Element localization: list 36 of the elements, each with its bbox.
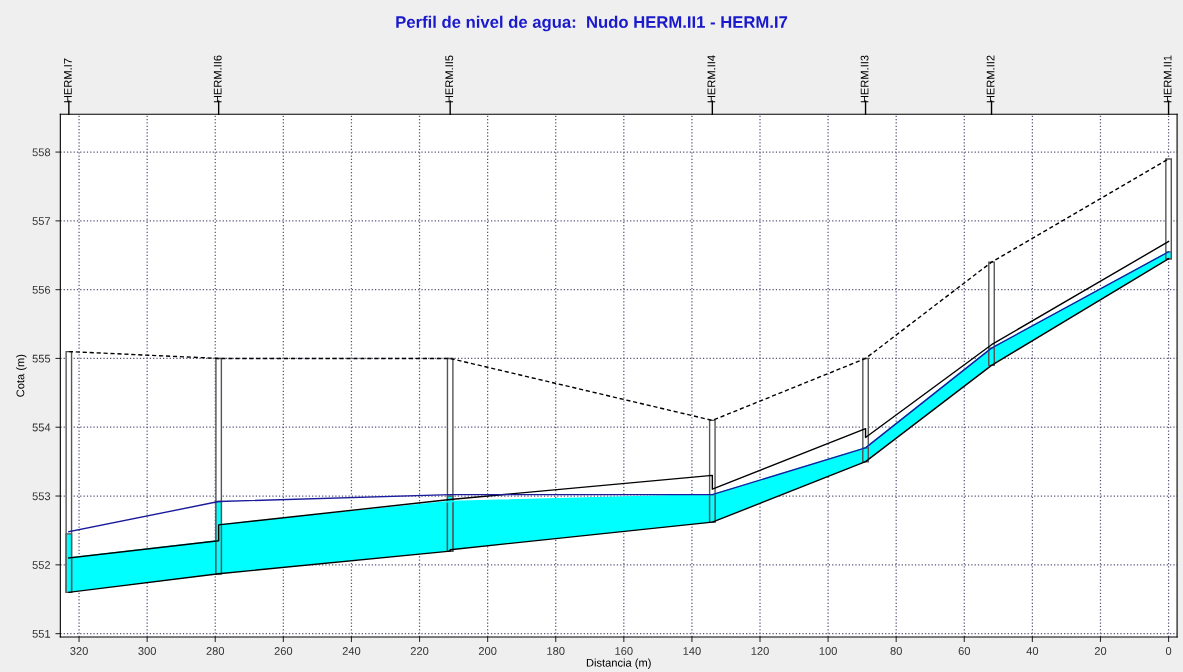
x-tick-label: 140 xyxy=(683,647,701,655)
annotation: HERM.II4 xyxy=(707,55,716,103)
annotation: HERM.II2 xyxy=(986,55,995,103)
x-tick-label: 40 xyxy=(1026,647,1039,655)
y-tick-label: 555 xyxy=(32,354,51,363)
y-tick-label: 554 xyxy=(32,423,51,432)
y-tick-label: 552 xyxy=(32,561,51,569)
y-tick-label: 558 xyxy=(32,148,51,157)
annotation: HERM.II6 xyxy=(213,55,222,103)
x-tick-label: 120 xyxy=(751,647,769,655)
x-tick-label: 300 xyxy=(138,647,156,655)
x-tick-label: 80 xyxy=(890,647,902,655)
y-tick-label: 556 xyxy=(32,285,51,294)
y-tick-label: 557 xyxy=(32,217,51,225)
x-tick-label: 60 xyxy=(958,647,971,655)
chart-title: Perfil de nivel de agua: Nudo HERM.II1 - HERM.I7 xyxy=(396,15,788,32)
y-tick-label: 553 xyxy=(32,492,51,501)
x-tick-label: 200 xyxy=(478,647,497,655)
x-tick-label: 220 xyxy=(410,647,429,655)
y-tick-label: 551 xyxy=(32,630,51,638)
line-series xyxy=(68,158,1170,422)
x-tick-label: 280 xyxy=(206,647,225,655)
annotation: HERM.II3 xyxy=(860,55,869,103)
x-tick-label: 0 xyxy=(1165,647,1172,655)
x-tick-label: 260 xyxy=(274,647,293,655)
x-tick-label: 320 xyxy=(70,647,88,655)
x-tick-label: 20 xyxy=(1094,647,1107,655)
x-tick-label: 100 xyxy=(819,647,837,655)
x-tick-label: 240 xyxy=(342,647,361,655)
y-axis-title: Cota (m) xyxy=(16,354,27,397)
annotation: HERM.II5 xyxy=(445,55,454,103)
x-tick-label: 160 xyxy=(615,647,633,655)
annotation: HERM.I7 xyxy=(64,58,72,103)
x-tick-label: 180 xyxy=(547,647,565,655)
annotation: HERM.II1 xyxy=(1163,55,1172,103)
x-axis-title: Distancia (m) xyxy=(586,658,651,669)
